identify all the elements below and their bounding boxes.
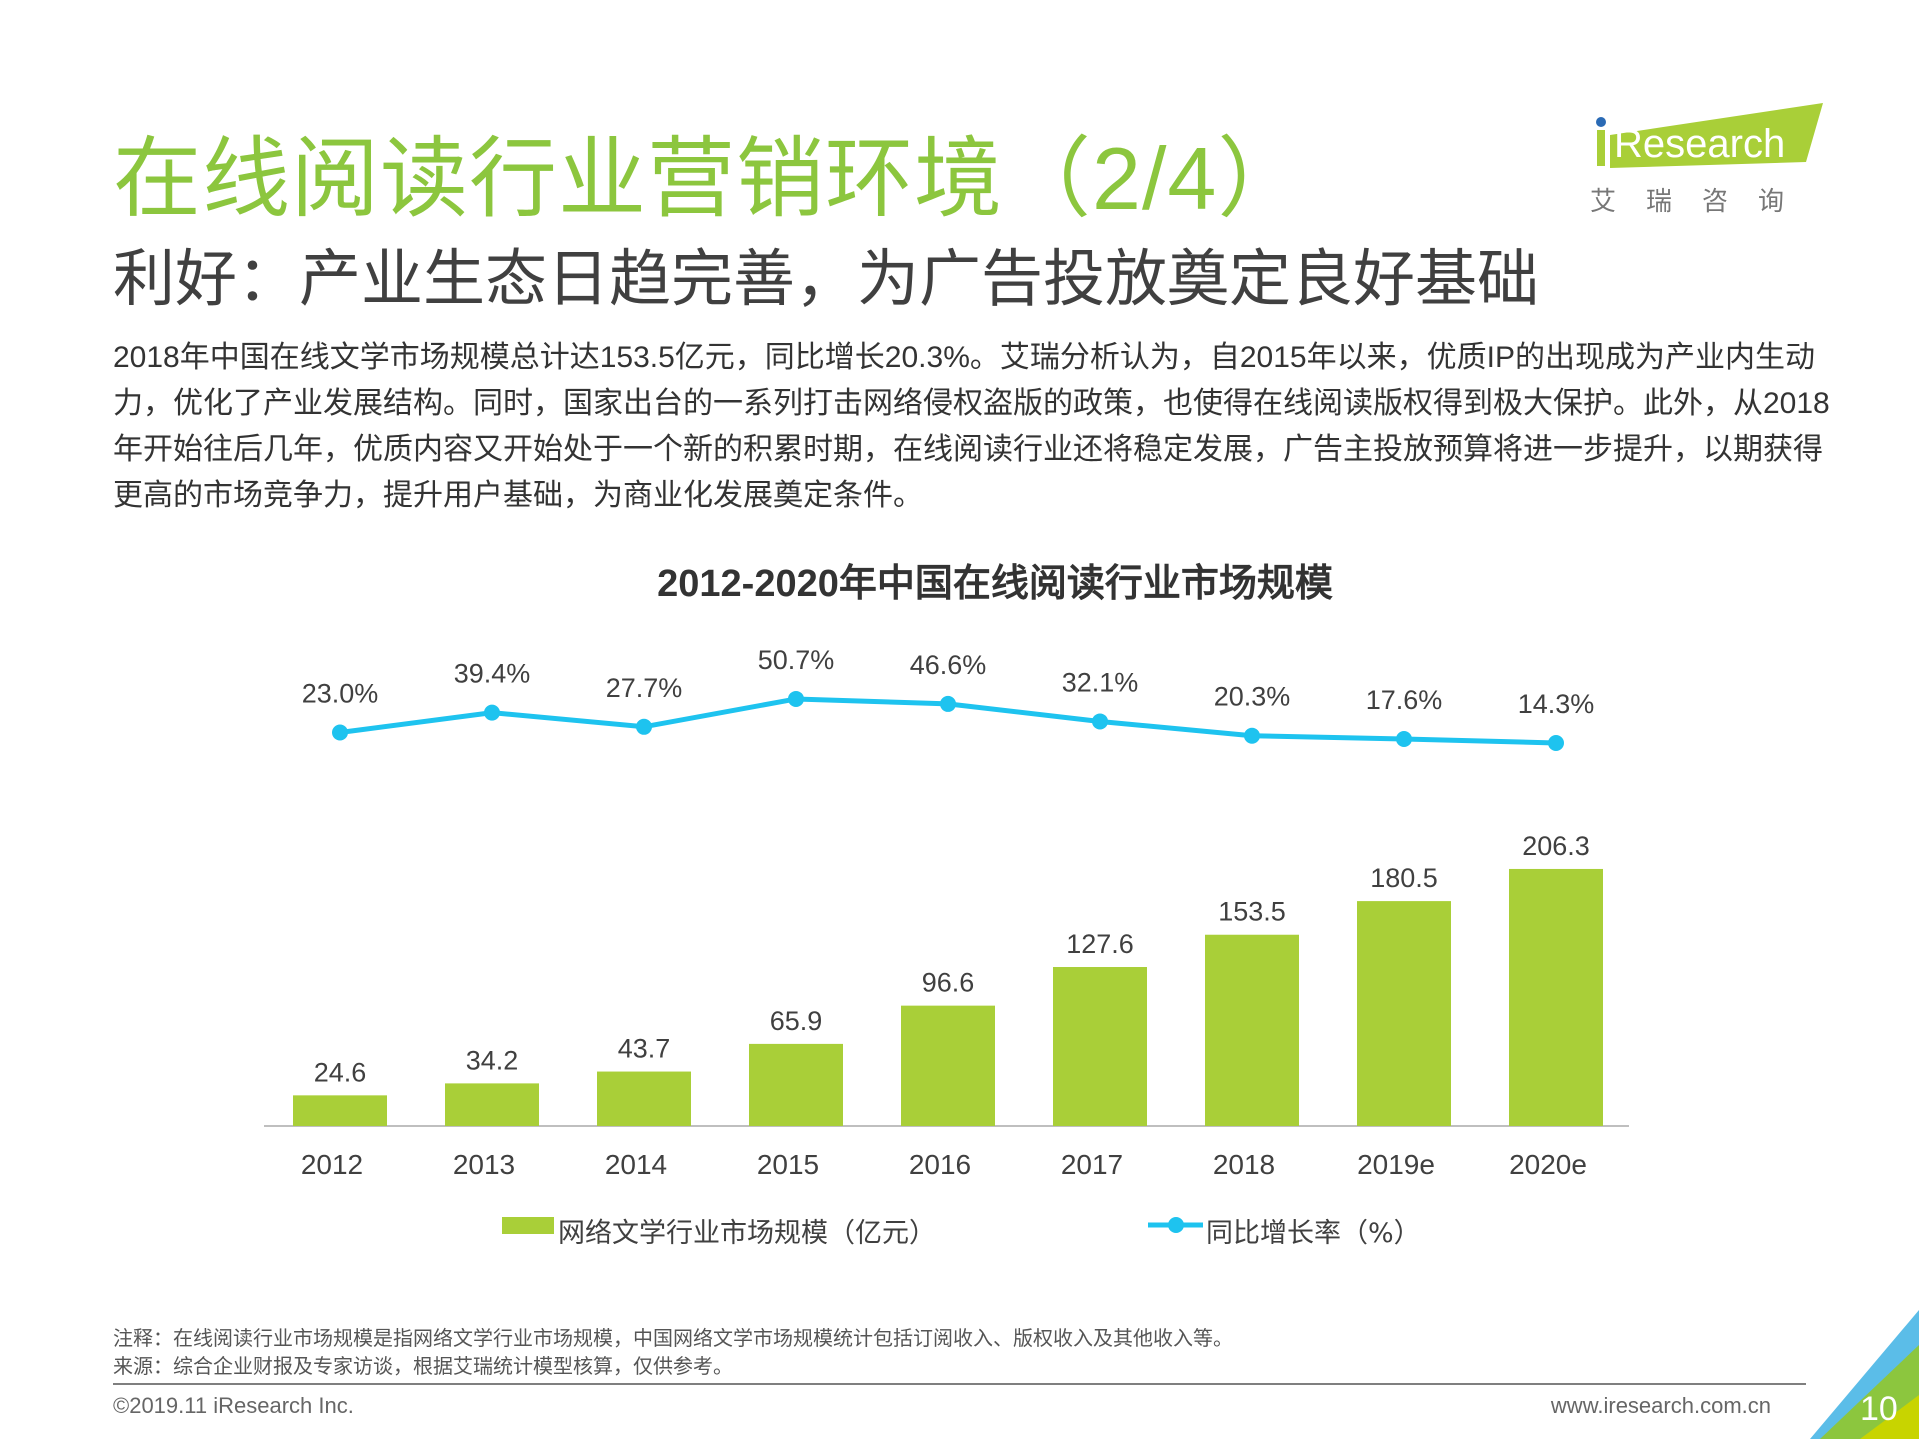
footer-divider	[113, 1383, 1806, 1385]
page-title: 在线阅读行业营销环境（2/4）	[113, 129, 1307, 228]
bar	[293, 1095, 387, 1126]
growth-label: 20.3%	[1214, 682, 1291, 712]
x-tick-label: 2018	[1213, 1149, 1275, 1180]
bar	[1357, 901, 1451, 1126]
page-number: 10	[1860, 1390, 1898, 1428]
bar-value-label: 153.5	[1218, 897, 1286, 927]
bar	[1205, 934, 1299, 1126]
chart-title: 2012-2020年中国在线阅读行业市场规模	[657, 563, 1333, 605]
svg-text:艾瑞咨询: 艾瑞咨询	[1590, 187, 1814, 217]
growth-point	[1396, 731, 1412, 748]
growth-label: 46.6%	[910, 650, 987, 680]
website-link[interactable]: www.iresearch.com.cn	[1550, 1393, 1771, 1418]
growth-label: 50.7%	[758, 645, 835, 675]
growth-point	[636, 718, 652, 735]
x-tick-label: 2019e	[1357, 1149, 1435, 1180]
growth-point	[1092, 713, 1108, 730]
page-subtitle: 利好：产业生态日趋完善，为广告投放奠定良好基础	[113, 245, 1540, 314]
bar	[597, 1071, 691, 1126]
legend-line-label: 同比增长率（%）	[1206, 1218, 1421, 1249]
bar-value-label: 127.6	[1066, 929, 1134, 959]
x-tick-label: 2016	[909, 1149, 971, 1180]
growth-label: 14.3%	[1518, 689, 1595, 719]
bar	[1509, 868, 1603, 1126]
growth-point	[1548, 735, 1564, 751]
corner-decoration	[1810, 1310, 1919, 1439]
growth-label: 17.6%	[1366, 685, 1443, 715]
bar-value-label: 180.5	[1370, 863, 1438, 893]
bar	[749, 1043, 843, 1126]
iresearch-logo: Research 艾瑞咨询	[1588, 100, 1828, 220]
growth-point	[484, 704, 500, 721]
bar-value-label: 34.2	[466, 1045, 519, 1075]
bar	[901, 1005, 995, 1126]
copyright: ©2019.11 iResearch Inc.	[113, 1393, 354, 1418]
growth-label: 39.4%	[454, 659, 531, 689]
x-tick-label: 2020e	[1509, 1149, 1587, 1180]
x-tick-label: 2017	[1061, 1149, 1123, 1180]
bar-value-label: 43.7	[618, 1034, 671, 1064]
svg-text:Research: Research	[1614, 122, 1785, 166]
growth-point	[940, 695, 956, 712]
bar-value-label: 24.6	[314, 1057, 367, 1087]
bar-value-label: 206.3	[1522, 831, 1590, 861]
x-tick-label: 2014	[605, 1149, 667, 1180]
growth-point	[788, 690, 804, 707]
bar-value-label: 65.9	[770, 1006, 823, 1036]
growth-label: 23.0%	[302, 678, 379, 708]
footnote: 注释：在线阅读行业市场规模是指网络文学行业市场规模，中国网络文学市场规模统计包括…	[113, 1328, 1233, 1350]
bar-value-label: 96.6	[922, 968, 975, 998]
x-tick-label: 2013	[453, 1149, 515, 1180]
bar	[445, 1083, 539, 1126]
growth-label: 27.7%	[606, 673, 683, 703]
x-tick-label: 2012	[301, 1149, 363, 1180]
growth-point	[1244, 727, 1260, 744]
legend-bar-label: 网络文学行业市场规模（亿元）	[558, 1218, 936, 1249]
x-tick-label: 2015	[757, 1149, 819, 1180]
body-paragraph: 2018年中国在线文学市场规模总计达153.5亿元，同比增长20.3%。艾瑞分析…	[113, 341, 1830, 512]
legend-bar-swatch	[502, 1217, 554, 1234]
source-note: 来源：综合企业财报及专家访谈，根据艾瑞统计模型核算，仅供参考。	[113, 1356, 733, 1378]
legend-line-marker	[1168, 1217, 1184, 1233]
bar	[1053, 967, 1147, 1126]
growth-label: 32.1%	[1062, 667, 1139, 697]
growth-point	[332, 724, 348, 741]
